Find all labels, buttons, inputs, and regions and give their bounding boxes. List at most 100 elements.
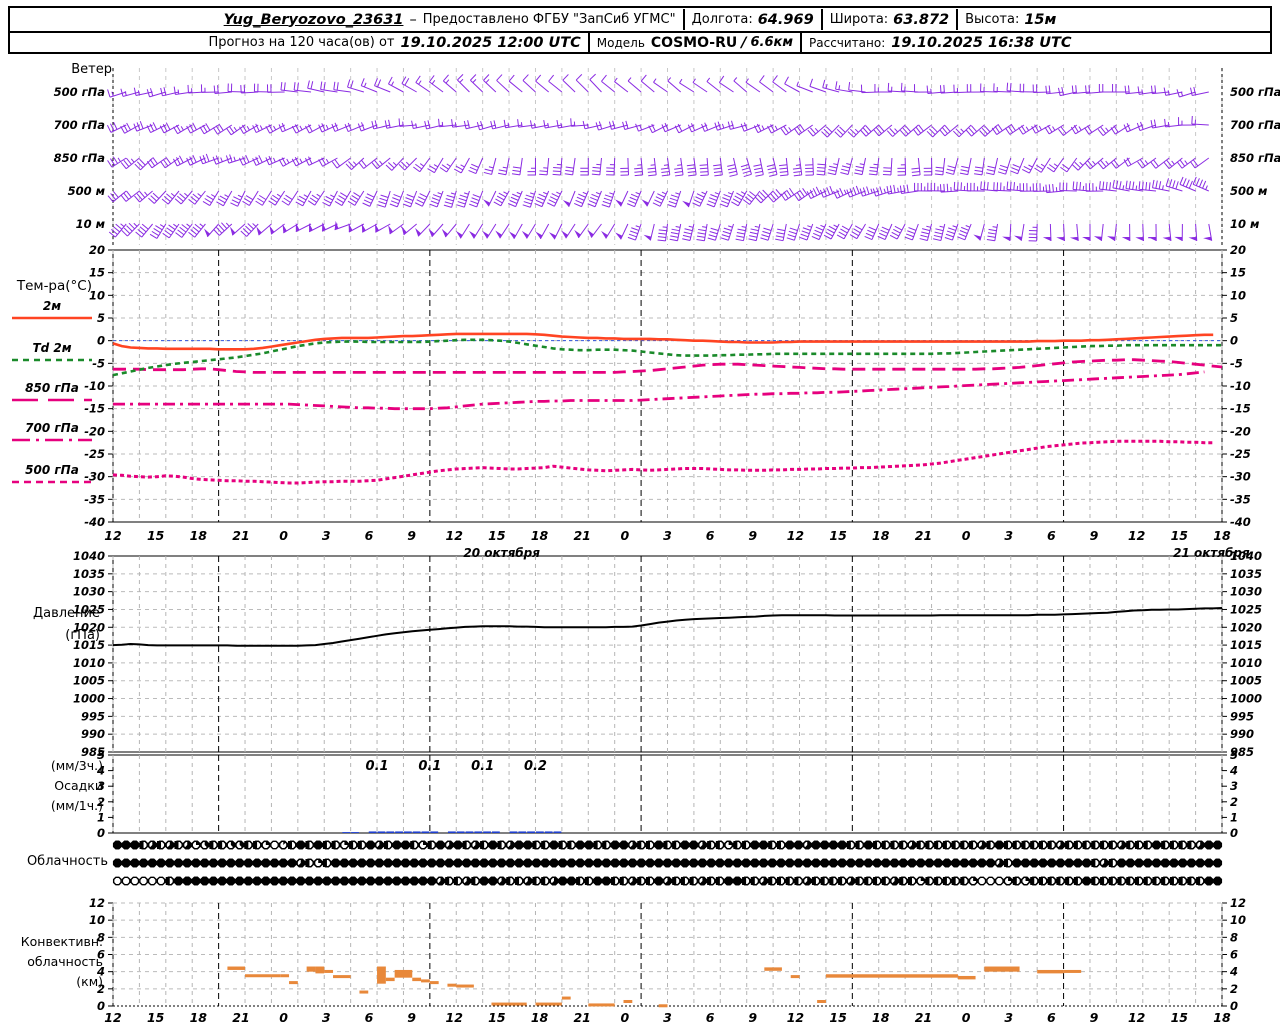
convective-xaxis-hour-label: 3 [322, 1010, 331, 1024]
convective-xaxis-hour-label: 12 [1128, 1010, 1145, 1024]
cloud-symbol-low-outline [523, 876, 533, 886]
cloud-symbol-high-fill [863, 840, 873, 850]
wind-barb-full [149, 233, 158, 239]
wind-barb-full [859, 188, 864, 197]
wind-barb-full [1023, 165, 1032, 171]
wind-barb-half [524, 232, 529, 237]
wind-barb-full [971, 125, 978, 133]
wind-barb-shaft [884, 223, 893, 240]
wind-barb-shaft [743, 124, 761, 132]
wind-barb-shaft [853, 124, 866, 138]
cloud-symbol-mid-fill [829, 858, 838, 868]
wind-barb-full [722, 230, 731, 235]
wind-barb-full [953, 181, 956, 190]
wind-barb-full [498, 192, 507, 198]
pressure-ytick-left: 1000 [73, 692, 105, 706]
wind-barb-shaft [1020, 223, 1025, 241]
wind-barb-half [520, 122, 523, 127]
wind-barb-full [661, 170, 670, 174]
wind-barb-half [1105, 127, 1109, 132]
wind-barb-full [826, 187, 831, 195]
wind-barb-pennant [641, 199, 649, 207]
wind-barb-full [512, 169, 521, 172]
wind-barb-half [688, 225, 694, 228]
wind-barb-shaft [177, 124, 193, 135]
wind-barb-shaft [114, 223, 127, 238]
wind-barb-shaft [994, 223, 999, 241]
latitude-cell: Широта: 63.872 [823, 12, 956, 28]
wind-barb-full [361, 159, 367, 167]
wind-barb-full [190, 196, 198, 203]
wind-barb-full [325, 195, 333, 201]
wind-barb-full [755, 174, 764, 177]
cloud-symbol-low-fill [418, 876, 428, 886]
model-name: COSMO-RU [650, 34, 738, 51]
wind-barb-full [495, 198, 503, 204]
temperature-ytick-right: -5 [1230, 356, 1243, 370]
temp-700hpa-curve [113, 370, 1205, 411]
wind-barb-full [779, 164, 788, 167]
wind-barb-full [708, 234, 717, 238]
wind-barb-full [430, 200, 439, 205]
wind-barb-full [476, 121, 481, 130]
wind-barb-full [879, 186, 883, 195]
wind-barb-full [334, 159, 341, 167]
wind-barb-full [919, 238, 928, 241]
xaxis-hour-label: 21 [232, 528, 249, 543]
cloud-symbol-mid-fill [959, 858, 969, 868]
wind-barb-full [162, 232, 170, 239]
cloud-symbol-mid-fill [724, 858, 734, 868]
wind-barb-half [556, 191, 561, 195]
wind-barb-full [415, 163, 423, 170]
wind-barb-shaft [679, 82, 695, 93]
wind-barb-full [112, 190, 119, 198]
wind-barb-full [192, 226, 200, 233]
wind-barb-shaft [737, 190, 748, 207]
wind-barb-full [727, 167, 736, 171]
wind-barb-shaft [980, 90, 998, 93]
wind-barb-full [766, 164, 775, 167]
wind-barb-full [904, 236, 913, 241]
wind-barb-full [362, 202, 371, 207]
wind-barb-full [1071, 85, 1074, 94]
wind-barb-half [133, 222, 138, 227]
wind-barb-full [810, 127, 817, 135]
wind-barb-full [1062, 164, 1070, 170]
wind-barb-full [173, 86, 176, 95]
cloud-symbol-mid-fill [1047, 858, 1057, 868]
wind-barb-full [1060, 166, 1068, 173]
wind-barb-shaft [168, 223, 180, 239]
cloud-symbol-low-fill [401, 876, 410, 886]
wind-barb-shaft [589, 79, 602, 93]
cloud-symbol-low-fill [654, 876, 664, 886]
cloud-symbol-low-fill [313, 876, 323, 886]
wind-barb-half [325, 158, 329, 164]
wind-barb-shaft [917, 124, 932, 136]
wind-barb-shaft [496, 80, 510, 93]
wind-barb-half [733, 77, 738, 82]
wind-barb-full [562, 74, 569, 81]
wind-barb-full [136, 122, 141, 131]
wind-barb-half [159, 224, 165, 228]
wind-barb-shaft [594, 190, 602, 207]
wind-barb-full [179, 193, 186, 200]
wind-barb-full [1150, 161, 1157, 169]
wind-barb-full [574, 202, 582, 208]
wind-barb-full [539, 170, 548, 173]
cloud-symbol-high-outline [348, 840, 358, 850]
wind-barb-full [939, 129, 946, 137]
wind-barb-full [779, 171, 788, 173]
wind-barb-shaft [767, 223, 774, 241]
cloud-symbol-high-outline [724, 840, 734, 850]
wind-barb-shaft [717, 124, 734, 131]
cloud-symbol-low-outline [907, 876, 917, 886]
wind-barb-half [349, 226, 353, 231]
cloud-symbol-low-fill [392, 876, 402, 886]
cloud-symbol-low-outline [776, 876, 786, 886]
wind-barb-shaft [194, 190, 206, 205]
pressure-ytick-left: 1010 [73, 656, 105, 670]
pressure-ytick-right: 995 [1230, 709, 1254, 723]
wind-barb-full [517, 119, 520, 128]
cloud-symbol-high-outline [846, 840, 856, 850]
wind-barb-shaft [1166, 185, 1183, 192]
